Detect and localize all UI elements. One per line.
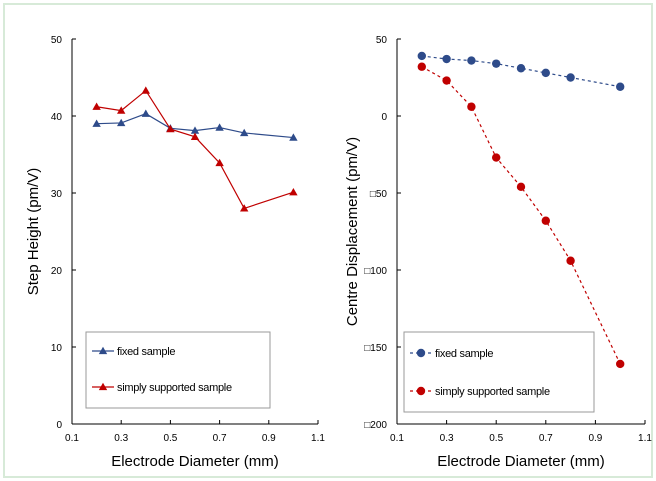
y-tick-label: 30: [51, 189, 63, 200]
x-tick-label: 0.5: [163, 433, 177, 444]
y-tick-label: 40: [51, 112, 63, 123]
chart-1: 0.1 0.3 0.5 0.7 0.9 1.1 0 10 20 30 40 50 Electrode D…: [25, 35, 325, 470]
series-line: [96, 113, 294, 139]
data-point: [467, 56, 476, 65]
x-tick-label: 0.7: [213, 433, 227, 444]
y-tick-label: 10: [51, 343, 63, 354]
data-point: [190, 126, 200, 134]
legend-label: fixed sample: [435, 348, 493, 360]
data-point: [442, 76, 451, 85]
x-tick-label: 0.9: [262, 433, 276, 444]
series-simply-supported-sample: [417, 62, 625, 369]
x-tick-label: 0.3: [440, 433, 454, 444]
data-point: [516, 64, 526, 73]
data-point: [240, 204, 249, 212]
y-tick-label: □100: [364, 266, 387, 277]
y-axis-label: Centre Displacement (pm/V): [344, 137, 361, 326]
chart-2: 0.1 0.3 0.5 0.7 0.9 1.1 50 0 □50 □100 □150 □200 Elec…: [344, 35, 652, 470]
data-point: [166, 124, 175, 133]
series-fixed-sample: [417, 51, 625, 91]
y-tick-label: 20: [51, 266, 63, 277]
legend: fixed sample simply supported sample: [85, 331, 271, 409]
data-point: [541, 216, 550, 225]
y-tick-label: □200: [364, 420, 387, 431]
data-point: [117, 106, 126, 114]
data-point: [616, 359, 625, 369]
x-tick-label: 0.1: [390, 433, 404, 444]
y-tick-label: 0: [381, 112, 387, 123]
legend-marker: [98, 346, 108, 355]
x-axis-label: Electrode Diameter (mm): [111, 453, 279, 470]
data-point: [616, 82, 625, 91]
x-axis-label: Electrode Diameter (mm): [437, 453, 605, 470]
legend-label: fixed sample: [117, 346, 175, 358]
series-line: [421, 66, 621, 365]
data-point: [92, 119, 101, 127]
y-tick-label: □150: [364, 343, 387, 354]
x-tick-label: 0.3: [114, 433, 128, 444]
data-point: [92, 102, 101, 110]
x-tick-label: 0.7: [539, 433, 553, 444]
data-point: [442, 54, 451, 64]
legend-marker: [416, 348, 426, 358]
y-tick-label: □50: [370, 189, 388, 200]
data-point: [289, 188, 298, 196]
data-point: [417, 51, 426, 61]
series-line: [421, 55, 621, 88]
legend-label: simply supported sample: [435, 386, 550, 398]
y-axis-label: Step Height (pm/V): [25, 168, 42, 296]
data-point: [141, 86, 150, 94]
data-point: [141, 109, 150, 117]
series-line: [96, 89, 294, 210]
data-point: [240, 128, 249, 137]
y-tick-label: 50: [51, 35, 63, 46]
x-tick-label: 0.5: [489, 433, 503, 444]
data-point: [117, 118, 126, 127]
y-tick-label: 0: [56, 420, 62, 431]
data-point: [215, 158, 224, 167]
x-tick-label: 1.1: [311, 433, 325, 444]
data-point: [566, 256, 575, 265]
data-point: [190, 132, 200, 140]
data-point: [566, 73, 575, 82]
data-point: [467, 102, 476, 111]
legend-box: [85, 331, 271, 409]
legend-box: [403, 331, 595, 413]
legend: fixed sample simply supported sample: [403, 331, 595, 413]
data-point: [492, 153, 501, 162]
x-tick-label: 0.1: [65, 433, 79, 444]
data-point: [215, 123, 224, 131]
x-tick-label: 0.9: [588, 433, 602, 444]
data-point: [492, 59, 501, 68]
data-point: [417, 62, 426, 71]
legend-marker: [98, 382, 108, 391]
legend-marker: [416, 386, 426, 396]
x-tick-label: 1.1: [638, 433, 652, 444]
data-point: [289, 133, 298, 141]
y-tick-label: 50: [376, 35, 388, 46]
legend-label: simply supported sample: [117, 382, 232, 394]
data-point: [541, 68, 550, 78]
series-simply-supported-sample: [92, 86, 298, 212]
data-point: [516, 182, 526, 192]
